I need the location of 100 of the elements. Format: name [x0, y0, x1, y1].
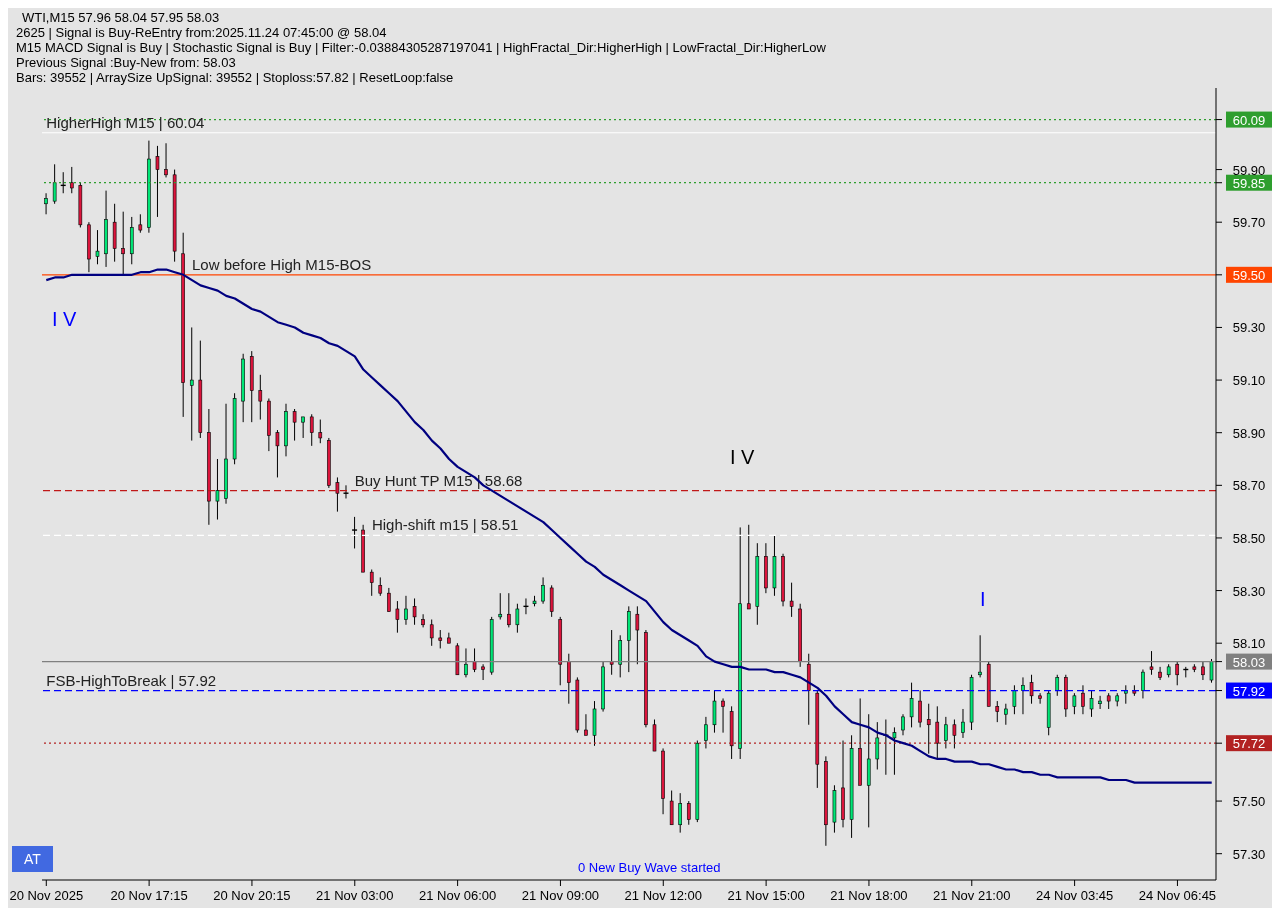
y-tick-label: 57.72	[1232, 736, 1266, 752]
candlestick	[1201, 661, 1205, 681]
candlestick	[926, 703, 931, 755]
text: WTI,M15 57.96 58.04 57.95 58.03	[22, 10, 220, 25]
text: M15 MACD Signal is Buy | Stochastic Signal is Buy | Filter:-0.03884305287197041 | HighFractal_Dir:HigherHigh | LowFractal_Dir:HigherLow	[16, 40, 826, 55]
x-tick-label: 21 Nov 06:00	[418, 888, 497, 903]
y-tick-label: 57.92	[1232, 683, 1266, 699]
candlestick	[618, 634, 623, 678]
x-tick-label: 24 Nov 06:45	[1138, 888, 1217, 903]
x-tick-label: 20 Nov 2025	[9, 888, 84, 903]
candlestick	[1072, 692, 1077, 715]
x-tick-label: 20 Nov 17:15	[110, 888, 188, 903]
candlestick	[292, 408, 297, 442]
y-tick-label: 60.09	[1232, 112, 1266, 128]
candlestick	[498, 592, 503, 621]
candlestick	[567, 653, 571, 705]
text: 2625 | Signal is Buy-ReEntry from:2025.11.24 07:45:00 @ 58.04	[16, 25, 387, 40]
ref-line-label: HigherHigh M15 | 60.04	[46, 113, 205, 131]
candlestick	[746, 524, 751, 610]
y-tick-label: 59.85	[1232, 175, 1266, 191]
text: Bars: 39552 | ArraySize UpSignal: 39552 | Stoploss:57.82 | ResetLoop:false	[16, 70, 454, 85]
candlestick	[721, 697, 725, 734]
y-tick-label: 59.30	[1232, 320, 1266, 336]
y-tick-label: 59.70	[1232, 215, 1266, 231]
candlestick	[121, 211, 125, 276]
candlestick	[609, 629, 614, 676]
candlestick	[215, 458, 220, 521]
candlestick	[686, 800, 691, 826]
candlestick	[901, 713, 905, 736]
ref-line-label: FSB-HighToBreak | 57.92	[46, 671, 217, 689]
candlestick	[1158, 666, 1162, 681]
y-tick-label: 59.90	[1232, 162, 1266, 178]
y-tick-label: 58.70	[1232, 478, 1266, 494]
candlestick	[1081, 684, 1085, 715]
candlestick	[1141, 669, 1145, 699]
candlestick	[978, 634, 982, 678]
y-tick-label: 57.50	[1232, 794, 1266, 810]
candlestick	[1055, 674, 1060, 697]
y-tick-label: 58.03	[1232, 654, 1266, 670]
candlestick	[961, 708, 965, 739]
candlestick	[995, 700, 1000, 723]
ref-line-label: Low before High M15-BOS	[191, 255, 372, 273]
candlestick	[909, 682, 914, 728]
candlestick	[481, 663, 485, 681]
candlestick	[69, 166, 74, 194]
candlestick	[584, 713, 588, 736]
y-tick-label: 59.50	[1232, 267, 1266, 283]
candlestick	[789, 582, 794, 618]
candlestick	[387, 587, 391, 613]
candlestick	[549, 584, 554, 618]
candlestick	[351, 516, 358, 549]
x-tick-label: 21 Nov 12:00	[624, 888, 702, 903]
candlestick	[472, 647, 477, 673]
candlestick	[1038, 692, 1042, 705]
candlestick	[429, 619, 434, 647]
candlestick	[155, 145, 160, 218]
candlestick	[875, 721, 880, 770]
x-tick-label: 24 Nov 03:45	[1035, 888, 1114, 903]
y-tick-label: 57.30	[1232, 846, 1266, 862]
annotation: I V	[730, 446, 755, 469]
candlestick	[635, 605, 640, 665]
candlestick	[712, 690, 717, 734]
candlestick	[309, 413, 314, 447]
candlestick	[678, 792, 682, 834]
x-tick-label: 21 Nov 09:00	[521, 888, 600, 903]
candlestick	[1004, 703, 1008, 726]
candlestick	[44, 192, 48, 215]
candlestick	[1021, 676, 1025, 715]
candlestick	[95, 229, 100, 265]
candlestick	[421, 613, 425, 628]
candlestick	[1098, 695, 1102, 710]
candlestick	[507, 592, 511, 628]
candlestick	[189, 326, 194, 442]
x-tick-label: 21 Nov 18:00	[830, 888, 908, 903]
x-tick-label: 20 Nov 20:15	[213, 888, 291, 903]
candlestick	[378, 576, 383, 597]
candlestick	[704, 716, 708, 749]
y-tick-label: 58.90	[1232, 425, 1266, 441]
candlestick	[1175, 661, 1180, 686]
candlestick	[515, 603, 520, 634]
annotation: I V	[52, 308, 77, 331]
candlestick	[892, 726, 897, 776]
candlestick	[1089, 690, 1094, 718]
candlestick	[138, 213, 143, 234]
candlestick	[318, 419, 323, 444]
candlestick	[918, 690, 922, 728]
candlestick	[1012, 684, 1017, 715]
candlestick	[1149, 650, 1154, 676]
candlestick	[52, 163, 57, 205]
text: AT	[12, 846, 53, 872]
candlestick	[258, 374, 263, 421]
candlestick	[275, 429, 280, 478]
y-tick-label: 58.30	[1232, 583, 1266, 599]
annotation: I	[980, 588, 986, 611]
candlestick	[1124, 684, 1128, 705]
ref-line-label: High-shift m15 | 58.51	[371, 516, 519, 534]
candlestick	[404, 595, 408, 626]
candlestick	[412, 597, 417, 626]
candlestick	[935, 705, 940, 760]
candlestick	[395, 600, 400, 634]
